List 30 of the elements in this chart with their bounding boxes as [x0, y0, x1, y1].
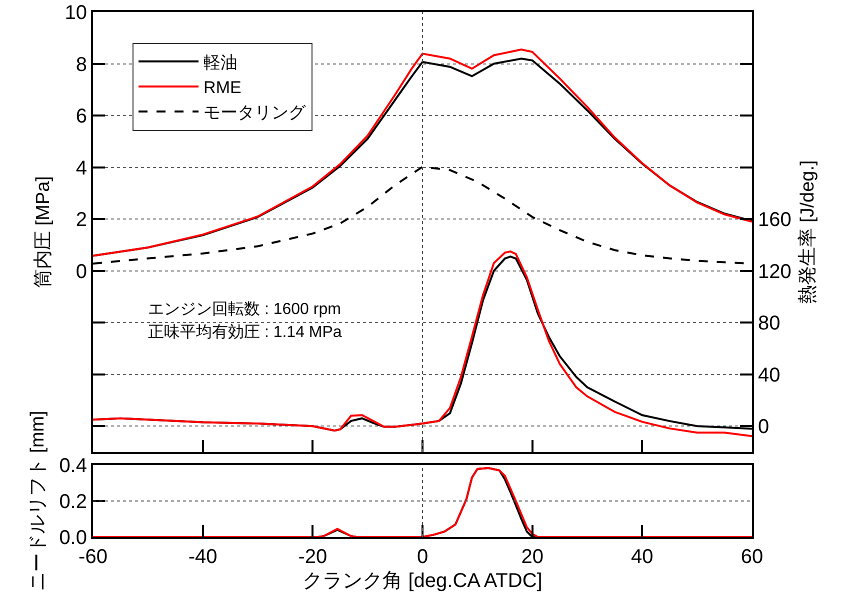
y-axis-title: 筒内圧 [MPa]	[33, 176, 54, 288]
y2-tick-label: 160	[758, 209, 792, 232]
x-tick-label: -20	[298, 546, 328, 568]
y-axis-title: ニードルリフト [mm]	[28, 410, 49, 592]
y-tick-label: 0.0	[59, 527, 87, 549]
x-tick-label: 40	[631, 546, 654, 568]
y2-tick-label: 40	[758, 364, 780, 386]
y2-tick-label: 0	[758, 416, 770, 438]
annotation: 正味平均有効圧 : 1.14 MPa	[148, 323, 342, 341]
legend-label: 軽油	[204, 52, 238, 72]
y-tick-label: 4	[76, 157, 87, 180]
y2-axis-title: 熱発生率 [J/deg.]	[796, 160, 819, 304]
y-tick-label: 8	[76, 54, 87, 76]
annotation: エンジン回転数 : 1600 rpm	[148, 301, 341, 318]
x-tick-label: -40	[188, 546, 218, 568]
x-tick-label: -60	[78, 546, 108, 568]
y-tick-label: 10	[64, 2, 87, 24]
x-tick-label: 60	[740, 546, 764, 568]
legend-label: モータリング	[204, 103, 307, 122]
y-tick-label: 0.2	[59, 491, 87, 513]
y2-tick-label: 120	[758, 260, 792, 283]
y-tick-label: 0	[76, 260, 87, 283]
y-tick-label: 6	[76, 106, 87, 128]
y-tick-label: 0.4	[59, 455, 87, 477]
legend-label: RME	[204, 78, 242, 98]
x-axis-title: クランク角 [deg.CA ATDC]	[302, 570, 542, 592]
y2-tick-label: 80	[758, 312, 780, 335]
x-tick-label: 20	[521, 546, 544, 568]
y-tick-label: 2	[76, 209, 87, 232]
x-tick-label: 0	[416, 546, 428, 568]
